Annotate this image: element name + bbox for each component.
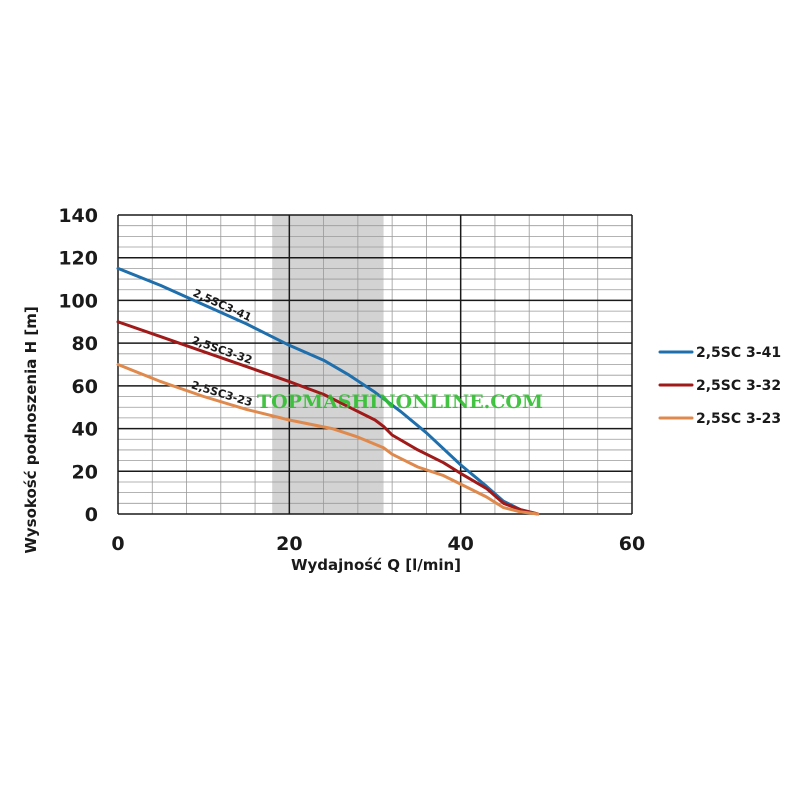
x-tick-label: 0 (111, 533, 124, 555)
legend-label: 2,5SC 3-41 (696, 345, 781, 361)
series-line (116, 320, 540, 516)
major-grid (117, 214, 633, 515)
watermark-text: TOPMASHINONLINE.COM (257, 391, 543, 413)
series-line (116, 266, 540, 516)
y-tick-label: 20 (72, 461, 98, 483)
y-tick-label: 60 (72, 376, 98, 398)
legend: 2,5SC 3-41 2,5SC 3-32 2,5SC 3-23 (658, 345, 781, 427)
y-tick-label: 0 (85, 504, 98, 526)
x-tick-labels: 0 20 40 60 (111, 533, 645, 555)
y-tick-label: 40 (72, 419, 98, 441)
y-tick-label: 140 (58, 205, 98, 227)
legend-label: 2,5SC 3-23 (696, 411, 781, 427)
x-tick-label: 20 (276, 533, 302, 555)
y-tick-label: 120 (58, 248, 98, 270)
y-tick-label: 80 (72, 333, 98, 355)
legend-label: 2,5SC 3-32 (696, 378, 781, 394)
series-lines (116, 266, 540, 516)
x-tick-label: 40 (447, 533, 473, 555)
series-line (116, 363, 540, 516)
x-axis-title: Wydajność Q [l/min] (291, 556, 461, 574)
x-tick-label: 60 (619, 533, 645, 555)
y-tick-labels: 0 20 40 60 80 100 120 140 (58, 205, 98, 526)
y-tick-label: 100 (58, 290, 98, 312)
y-axis-title: Wysokość podnoszenia H [m] (22, 306, 40, 553)
